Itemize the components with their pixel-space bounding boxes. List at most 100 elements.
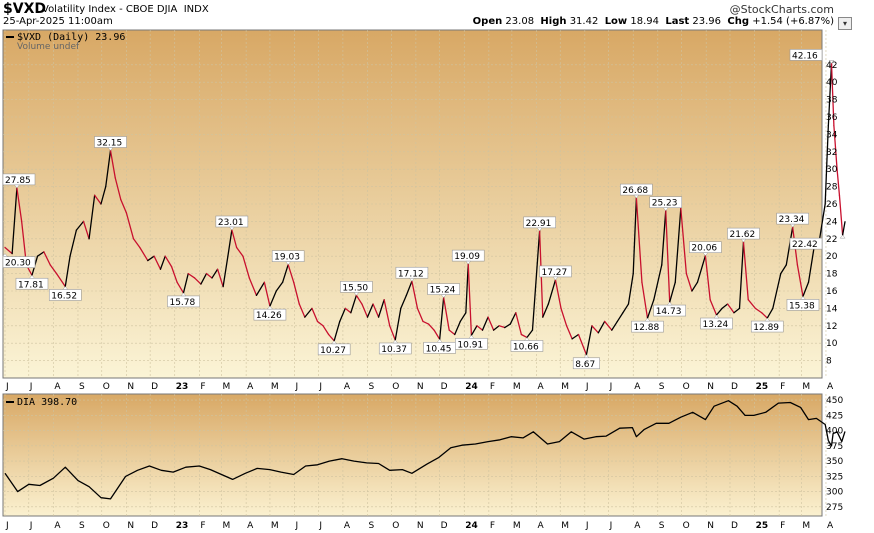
price-segment — [761, 312, 768, 319]
price-segment — [653, 264, 663, 301]
price-segment — [635, 197, 643, 283]
price-annotation: 14.73 — [653, 301, 687, 317]
dia-xtick-label: M — [802, 521, 810, 531]
annotation-label: 42.16 — [792, 51, 818, 61]
dia-xtick-label: J — [609, 521, 613, 531]
price-xtick-label: J — [318, 382, 322, 392]
price-annotation: 32.15 — [94, 136, 127, 151]
price-segment — [838, 194, 844, 236]
price-segment — [416, 307, 424, 323]
annotation-pointer — [552, 276, 559, 281]
dia-xtick-label: M — [513, 521, 521, 531]
price-xtick-label: O — [103, 382, 110, 392]
price-segment — [674, 207, 682, 283]
quote-line: Open 23.08 High 31.42 Low 18.94 Last 23.… — [473, 16, 834, 27]
annotation-label: 12.88 — [633, 323, 659, 333]
price-segment — [785, 226, 794, 266]
price-xtick-label: A — [344, 382, 351, 392]
price-segment — [327, 333, 335, 342]
price-segment — [100, 185, 107, 205]
price-segment — [339, 307, 346, 323]
price-segment — [571, 333, 580, 340]
price-annotation: 15.38 — [786, 296, 820, 311]
annotation-pointer — [702, 252, 709, 257]
price-segment — [715, 307, 723, 316]
price-segment — [235, 246, 244, 257]
price-segment — [836, 168, 841, 196]
price-segment — [766, 307, 774, 319]
price-segment — [442, 296, 450, 331]
dia-xtick-label: S — [79, 521, 85, 531]
chg-value: +1.54 (+6.87%) — [752, 16, 834, 27]
price-segment — [467, 263, 473, 336]
price-ytick-label: 40 — [826, 78, 838, 88]
open-value: 23.08 — [505, 16, 535, 27]
dia-xtick-label: A — [827, 521, 834, 531]
settings-icon[interactable]: ▾ — [838, 17, 852, 30]
price-segment — [604, 320, 613, 331]
price-annotation: 12.88 — [631, 317, 664, 333]
annotation-pointer — [1, 253, 9, 257]
price-annotation: 20.30 — [1, 253, 36, 269]
dia-legend-text: DIA 398.70 — [17, 397, 77, 408]
price-segment — [487, 316, 495, 331]
annotation-label: 10.37 — [381, 345, 407, 355]
price-segment — [333, 320, 341, 342]
price-xtick-label: O — [392, 382, 399, 392]
annotation-pointer — [331, 340, 338, 345]
price-segment — [242, 255, 250, 279]
price-segment — [680, 207, 688, 275]
price-annotation: 42.16 — [789, 49, 835, 64]
dia-xtick-label: S — [659, 521, 665, 531]
annotation-pointer — [644, 317, 651, 322]
price-segment — [448, 329, 456, 336]
annotation-label: 8.67 — [575, 360, 595, 370]
dia-ytick-label: 375 — [826, 442, 843, 452]
dia-ytick-label: 275 — [826, 503, 843, 513]
annotation-label: 25.23 — [652, 199, 678, 209]
price-annotation: 22.42 — [789, 234, 846, 250]
price-xtick-label: A — [54, 382, 61, 392]
price-xtick-label: A — [247, 382, 254, 392]
annotation-pointer — [28, 274, 36, 279]
price-segment — [132, 238, 141, 249]
annotation-pointer — [440, 294, 447, 299]
price-xtick-label: J — [5, 382, 9, 392]
price-segment — [427, 323, 435, 331]
price-segment — [405, 280, 413, 297]
price-segment — [16, 187, 23, 223]
price-segment — [661, 210, 667, 266]
price-xtick-label: 25 — [756, 382, 769, 392]
price-segment — [591, 325, 599, 334]
annotation-label: 10.45 — [426, 344, 452, 354]
price-xtick-label: A — [537, 382, 544, 392]
price-segment — [470, 325, 478, 336]
price-segment — [439, 296, 445, 340]
annotation-label: 17.27 — [541, 268, 567, 278]
last-label: Last — [665, 16, 690, 27]
dia-xtick-label: J — [585, 521, 589, 531]
price-segment — [465, 263, 469, 314]
price-xtick-label: M — [223, 382, 231, 392]
dia-ytick-label: 400 — [826, 427, 843, 437]
price-segment — [747, 299, 757, 310]
annotation-pointer — [13, 184, 20, 189]
price-segment — [216, 268, 224, 288]
price-annotation: 12.89 — [750, 317, 784, 333]
dia-xtick-label: A — [537, 521, 544, 531]
price-segment — [691, 281, 699, 292]
annotation-label: 15.24 — [430, 286, 456, 296]
annotation-label: 19.03 — [274, 253, 300, 263]
price-xtick-label: O — [683, 382, 690, 392]
annotation-pointer — [740, 238, 747, 243]
price-segment — [577, 333, 588, 356]
price-ytick-label: 12 — [826, 322, 837, 332]
open-label: Open — [472, 16, 503, 27]
price-segment — [509, 312, 517, 325]
annotation-pointer — [285, 261, 292, 266]
annotation-pointer — [536, 227, 543, 232]
chart-date: 25-Apr-2025 11:00am — [3, 16, 113, 27]
dia-xtick-label: 25 — [756, 521, 769, 531]
chg-label: Chg — [727, 16, 750, 27]
price-ytick-label: 8 — [826, 357, 832, 367]
